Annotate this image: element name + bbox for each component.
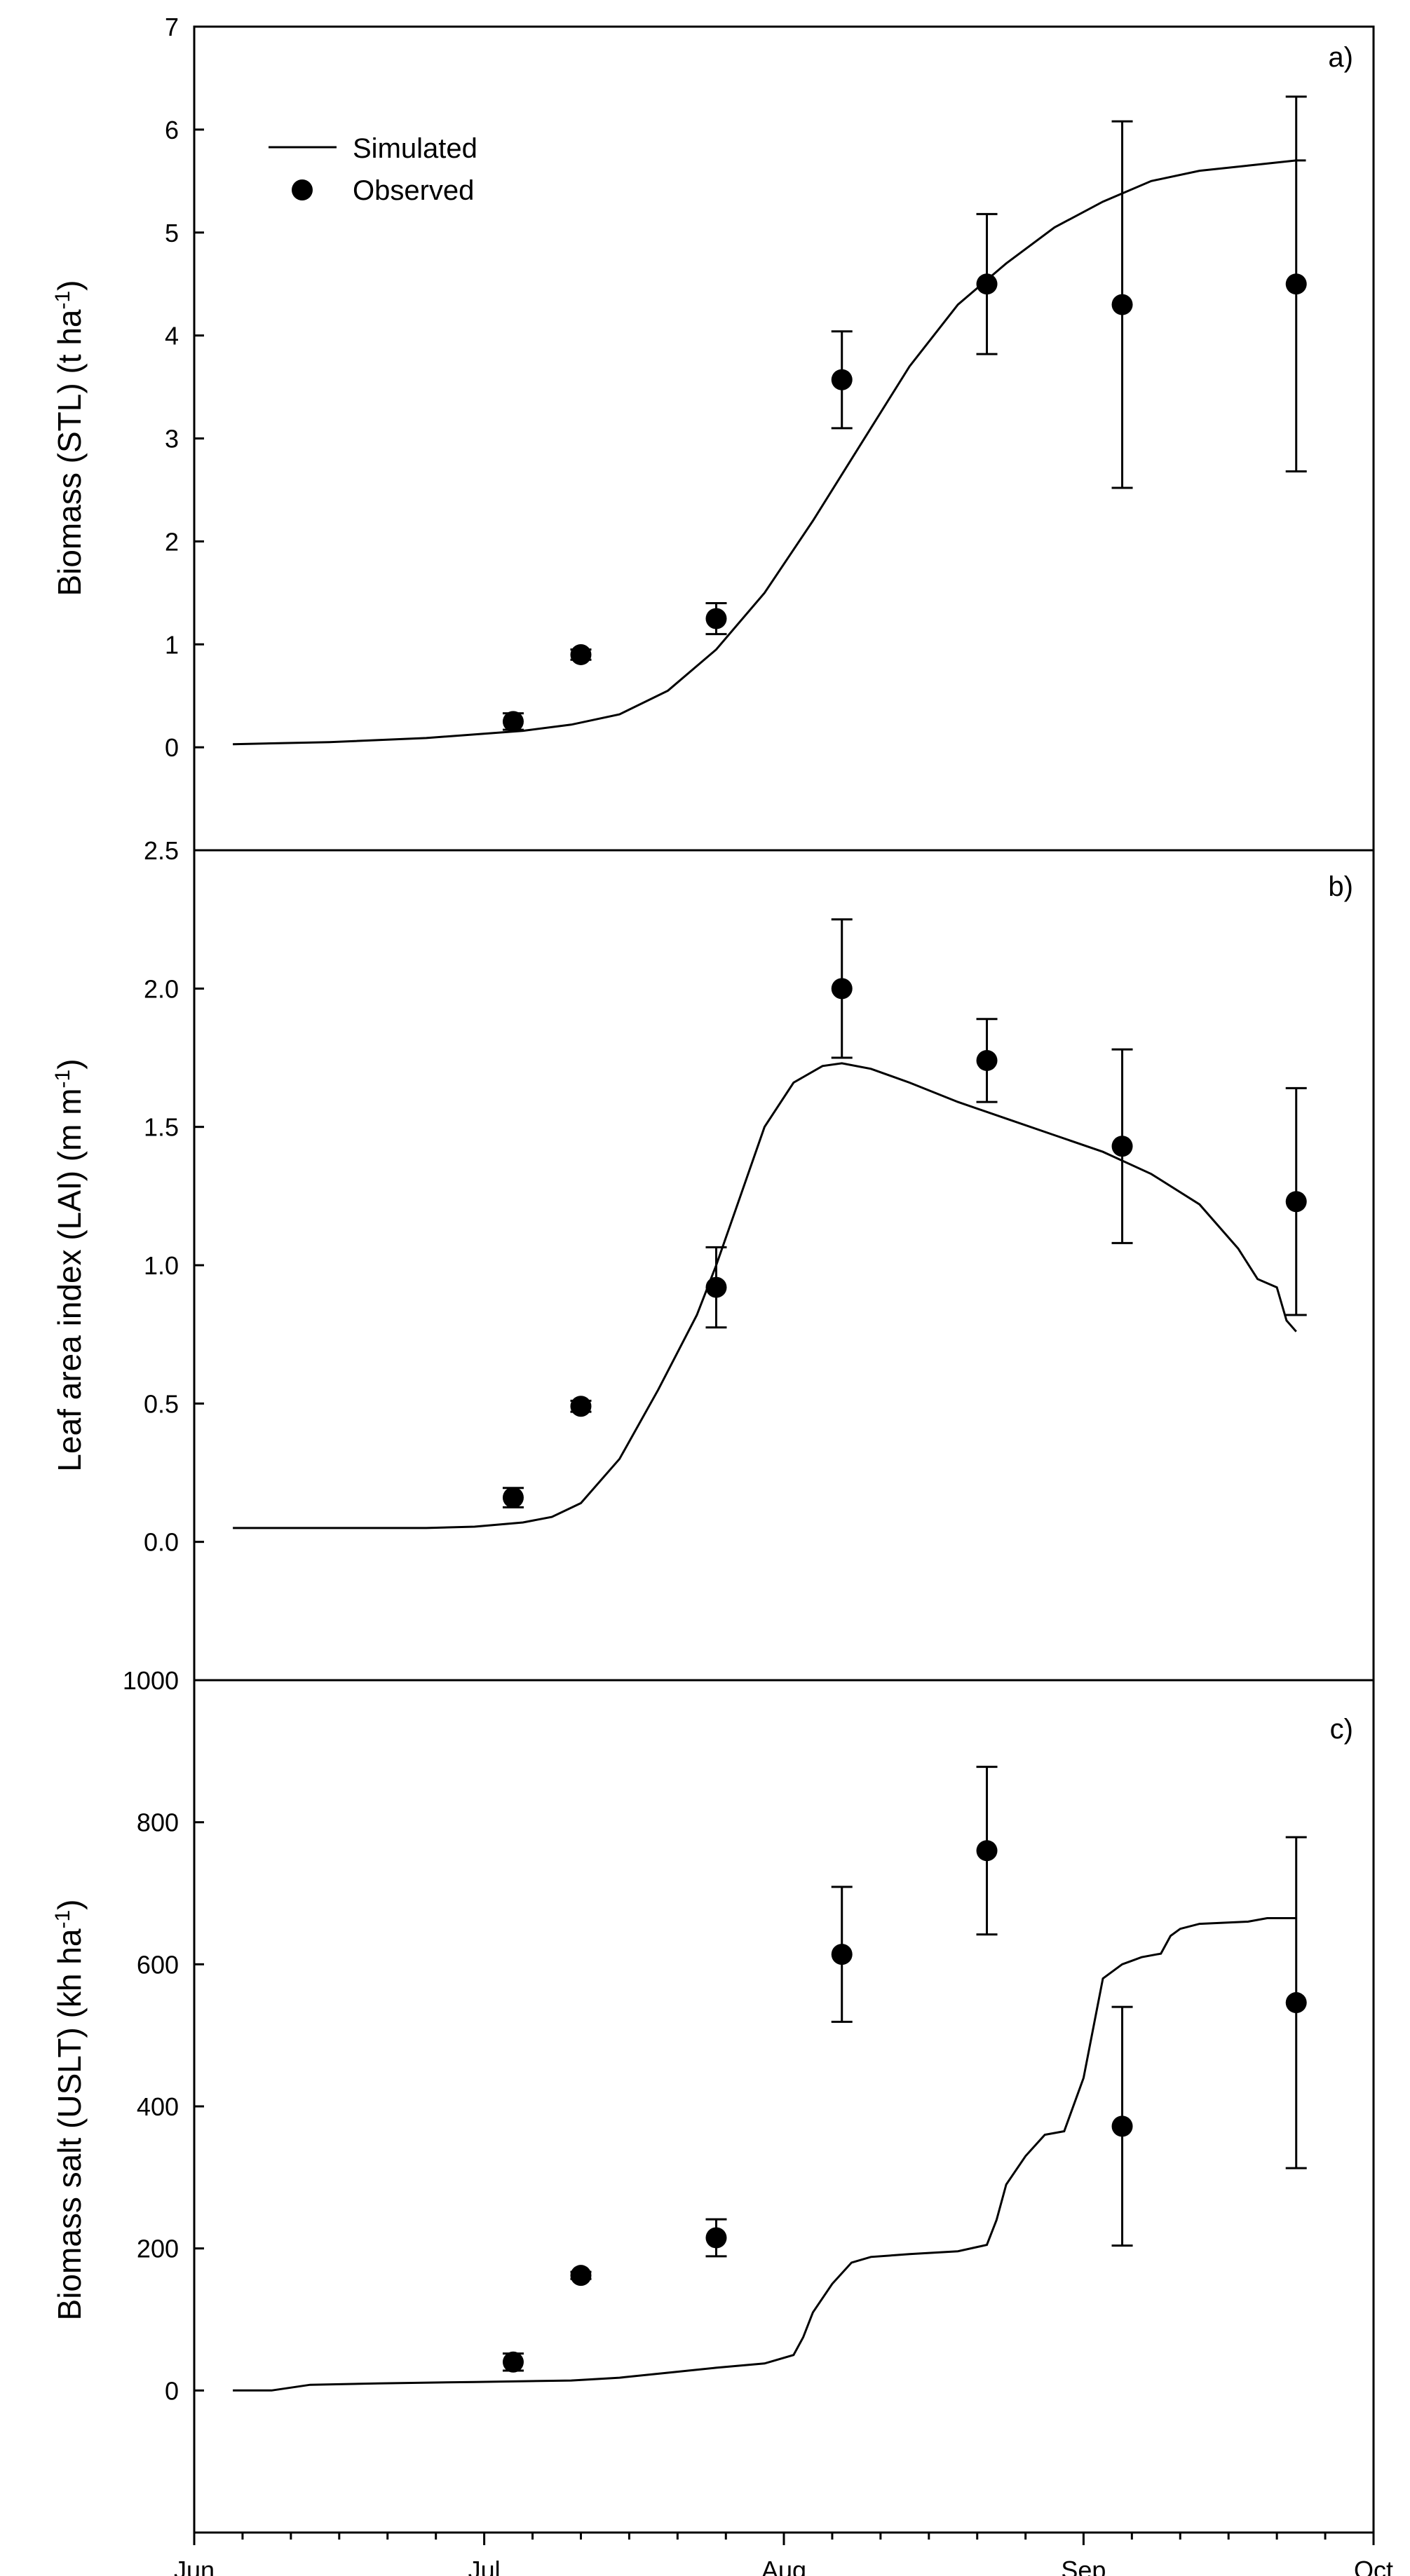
y-axis-title-a: Biomass (STL) (t ha-1) (51, 280, 88, 596)
plot-frame-c (193, 1679, 1375, 2534)
legend-observed-label: Observed (353, 175, 474, 206)
observed-point (570, 1396, 592, 1417)
observed-point (502, 1487, 524, 1508)
y-tick-label: 0.0 (144, 1528, 179, 1557)
simulated-line-a (233, 159, 1306, 746)
simulated-series-a (233, 159, 1306, 746)
x-tick-label: Aug (761, 2556, 806, 2576)
observed-point (1111, 1136, 1133, 1157)
y-tick-label: 200 (137, 2235, 179, 2263)
observed-series-a (502, 95, 1307, 732)
observed-point (831, 1944, 853, 1965)
observed-series-c (502, 1766, 1307, 2373)
panel-label-c: c) (1330, 1714, 1353, 1745)
y-tick-label: 600 (137, 1950, 179, 1979)
simulated-line-b (233, 1062, 1297, 1529)
simulated-line-c (233, 1917, 1296, 2392)
y-axis-c: 0 200 400 600 800 1000 (123, 1666, 204, 2405)
y-tick-label: 0 (165, 733, 179, 762)
y-tick-label: 1.5 (144, 1113, 179, 1142)
y-tick-label: 0.5 (144, 1389, 179, 1418)
y-axis-b: 0.0 0.5 1.0 1.5 2.0 2.5 (144, 836, 204, 1557)
observed-point (570, 2265, 592, 2287)
observed-point (705, 2227, 727, 2249)
observed-point (1285, 1191, 1307, 1213)
observed-point (976, 1049, 998, 1071)
panel-a: 0 1 2 3 4 5 6 7 a) Biomass (STL) (t ha-1) Simul… (51, 13, 1375, 852)
y-tick-label: 5 (165, 219, 179, 247)
y-tick-label: 2 (165, 527, 179, 556)
x-tick-label: Sep (1061, 2556, 1106, 2576)
x-axis: Jun Jul Aug Sep Oct (174, 2533, 1393, 2576)
panel-label-a: a) (1328, 42, 1353, 73)
y-axis-a: 0 1 2 3 4 5 6 7 (165, 13, 204, 762)
legend-observed-marker-icon (292, 179, 313, 200)
observed-point (976, 1840, 998, 1862)
panel-label-b: b) (1328, 871, 1353, 902)
observed-point (1111, 294, 1133, 315)
y-tick-label: 1.0 (144, 1251, 179, 1280)
y-axis-title-c: Biomass salt (USLT) (kh ha-1) (51, 1900, 88, 2321)
y-tick-label: 400 (137, 2092, 179, 2121)
legend: Simulated Observed (269, 133, 477, 206)
y-tick-label: 0 (165, 2376, 179, 2405)
y-tick-label: 1 (165, 630, 179, 659)
y-tick-label: 6 (165, 116, 179, 144)
observed-point (502, 2351, 524, 2373)
y-tick-label: 2.0 (144, 974, 179, 1003)
observed-point (1111, 2115, 1133, 2137)
observed-series-b (502, 918, 1307, 1508)
panel-c: 0 200 400 600 800 1000 c) Biomass salt (USLT)… (51, 1666, 1375, 2534)
observed-point (502, 711, 524, 732)
simulated-series-c (233, 1917, 1296, 2392)
observed-point (570, 643, 592, 665)
panel-b: 0.0 0.5 1.0 1.5 2.0 2.5 b) Leaf area index (L… (51, 836, 1375, 1682)
y-tick-label: 7 (165, 13, 179, 41)
plot-frame-b (193, 849, 1375, 1682)
observed-point (831, 369, 853, 390)
observed-point (976, 273, 998, 295)
x-tick-label: Jun (174, 2556, 215, 2576)
x-tick-label: Jul (468, 2556, 501, 2576)
simulated-series-b (233, 1062, 1297, 1529)
y-tick-label: 800 (137, 1808, 179, 1837)
observed-point (1285, 273, 1307, 295)
y-tick-label: 2.5 (144, 836, 179, 865)
y-tick-label: 3 (165, 425, 179, 454)
observed-point (705, 1276, 727, 1298)
y-tick-label: 1000 (123, 1666, 179, 1695)
observed-point (831, 978, 853, 1000)
y-tick-label: 4 (165, 322, 179, 350)
legend-simulated-label: Simulated (353, 133, 477, 164)
y-axis-title-b: Leaf area index (LAI) (m m-1) (51, 1058, 88, 1471)
observed-point (705, 608, 727, 629)
x-tick-label: Oct (1354, 2556, 1393, 2576)
observed-point (1285, 1992, 1307, 2014)
